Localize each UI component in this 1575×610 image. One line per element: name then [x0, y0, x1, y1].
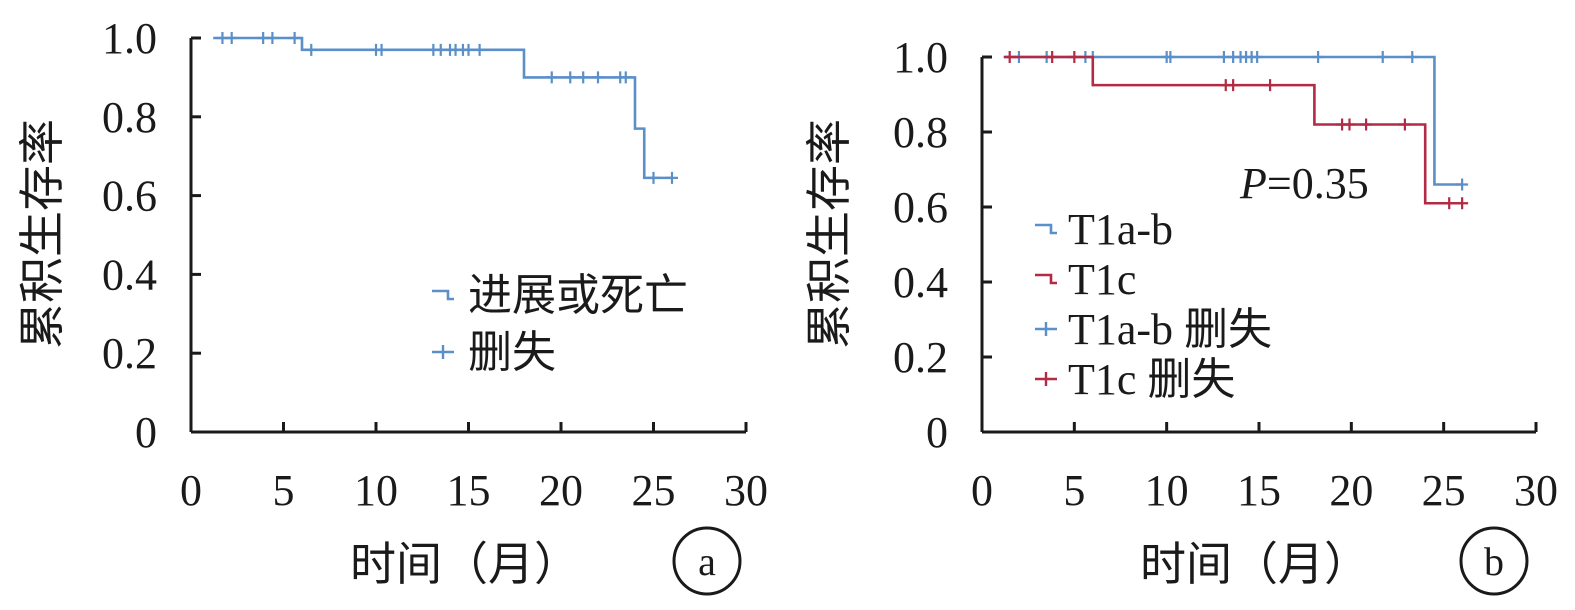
censor-mark — [305, 43, 318, 56]
censor-mark — [266, 32, 279, 44]
x-tick-label: 5 — [1063, 466, 1085, 515]
censor-mark — [473, 43, 486, 56]
legend-label: 删失 — [468, 328, 556, 377]
panel-a-chart: 0 5 10 15 20 25 30 0 0.2 0.4 0.6 0.8 1.0 时间（月） 累积生存率… — [17, 14, 768, 596]
censor-mark — [462, 43, 475, 56]
x-axis-title: 时间（月） — [350, 539, 580, 590]
p-value-annotation: P=0.35 — [1239, 159, 1369, 208]
censor-mark — [1068, 51, 1081, 63]
censor-mark — [1003, 51, 1016, 63]
panel-letter-circle — [1459, 526, 1529, 596]
y-tick-label: 0.2 — [893, 333, 948, 382]
censor-mark — [564, 71, 577, 84]
x-tick-label: 0 — [180, 466, 202, 515]
censor-mark — [1312, 51, 1325, 63]
legend-label: 进展或死亡 — [468, 271, 688, 320]
y-tick-label: 0.2 — [102, 329, 157, 378]
censor-mark — [1443, 197, 1456, 210]
x-tick-label: 25 — [632, 466, 676, 515]
panel-b-chart: 0 5 10 15 20 25 30 0 0.2 0.4 0.6 0.8 1.0 时间（月） 累积生存率… — [804, 33, 1558, 596]
panel-letter: a — [698, 539, 716, 584]
y-axis-title: 累积生存率 — [17, 119, 68, 349]
censor-mark — [1456, 197, 1469, 210]
censor-mark — [1264, 79, 1277, 92]
x-tick-label: 0 — [971, 466, 993, 515]
legend-label: T1a-b — [1068, 205, 1173, 254]
legend-label: T1c — [1068, 255, 1136, 304]
legend-label: T1a-b 删失 — [1068, 305, 1272, 354]
x-tick-label: 30 — [724, 466, 768, 515]
censor-mark — [1360, 118, 1373, 131]
censor-mark — [1456, 178, 1469, 191]
censor-mark — [1343, 118, 1356, 131]
legend-plus-swatch — [1035, 322, 1057, 336]
km-step-line — [213, 36, 672, 180]
legend-step-swatch — [1035, 273, 1057, 285]
censor-mark — [288, 32, 301, 44]
x-tick-label: 30 — [1514, 466, 1558, 515]
censor-mark — [1227, 79, 1240, 92]
x-tick-label: 25 — [1422, 466, 1466, 515]
y-tick-label: 0 — [926, 408, 948, 457]
censor-mark — [577, 71, 590, 84]
x-tick-label: 20 — [1329, 466, 1373, 515]
x-axis-title: 时间（月） — [1140, 539, 1370, 590]
x-tick-label: 15 — [1237, 466, 1281, 515]
censor-mark — [592, 71, 604, 84]
censor-mark — [1398, 118, 1411, 131]
censor-mark — [375, 43, 388, 56]
y-tick-label: 0.6 — [102, 172, 157, 221]
censor-mark — [1376, 51, 1389, 63]
censor-mark — [1046, 51, 1059, 63]
y-tick-label: 0 — [135, 408, 157, 457]
legend-step-swatch — [432, 289, 454, 301]
censor-mark — [666, 171, 678, 184]
censor-mark — [1406, 51, 1419, 63]
y-axis-title: 累积生存率 — [804, 119, 855, 349]
y-tick-label: 1.0 — [893, 33, 948, 82]
panel-letter-circle — [672, 526, 742, 596]
censor-mark — [1251, 51, 1264, 63]
y-tick-label: 0.8 — [102, 93, 157, 142]
legend-label: T1c 删失 — [1068, 355, 1235, 404]
km-step-line — [1004, 55, 1463, 205]
legend-step-swatch — [1035, 223, 1057, 235]
panel-letter: b — [1484, 539, 1504, 584]
legend-plus-swatch — [432, 345, 454, 359]
y-tick-label: 1.0 — [102, 14, 157, 63]
x-tick-label: 10 — [354, 466, 398, 515]
y-tick-label: 0.6 — [893, 183, 948, 232]
censor-mark — [647, 171, 660, 184]
censor-mark — [1164, 51, 1177, 63]
y-tick-label: 0.4 — [102, 250, 157, 299]
x-tick-label: 15 — [447, 466, 491, 515]
legend-plus-swatch — [1035, 372, 1057, 386]
km-step-line — [1004, 55, 1463, 186]
x-tick-label: 5 — [273, 466, 295, 515]
y-tick-label: 0.8 — [893, 108, 948, 157]
x-tick-label: 10 — [1145, 466, 1189, 515]
censor-mark — [619, 71, 632, 84]
y-tick-label: 0.4 — [893, 258, 948, 307]
censor-mark — [545, 71, 558, 84]
censor-mark — [225, 32, 238, 44]
x-tick-label: 20 — [539, 466, 583, 515]
